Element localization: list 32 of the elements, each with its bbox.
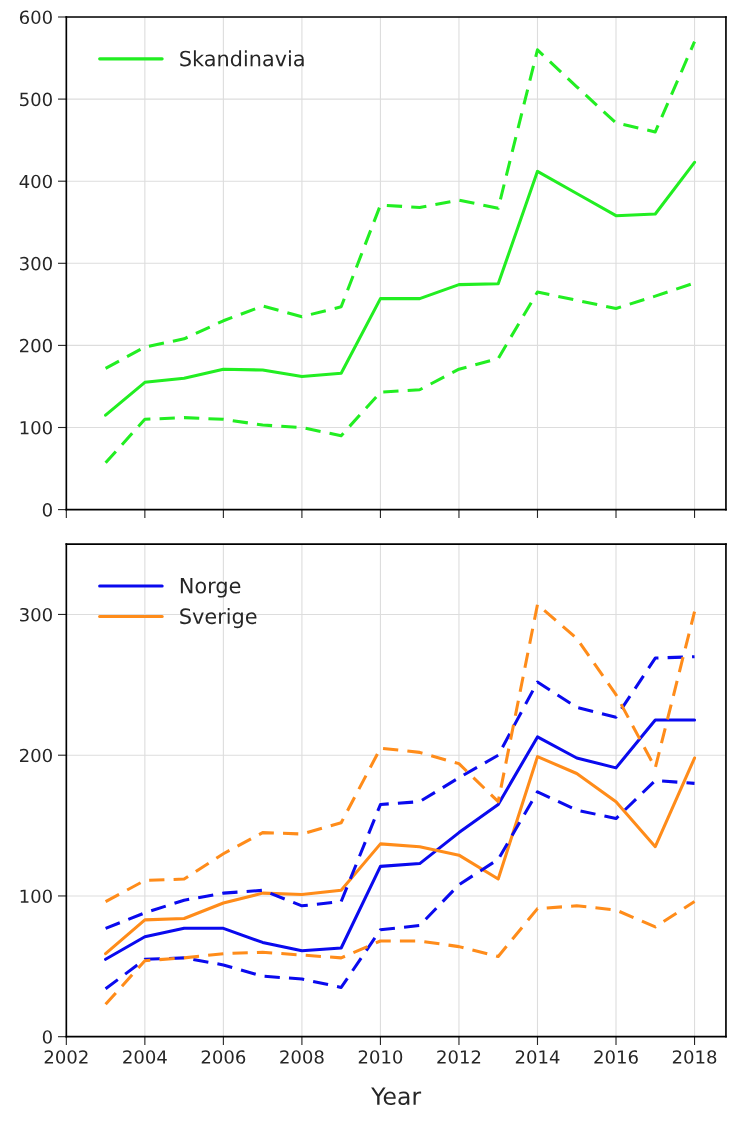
- y-tick-label: 0: [42, 1030, 52, 1044]
- y-tick-label: 300: [20, 607, 52, 622]
- y-tick-label: 100: [20, 420, 52, 435]
- line-series: [104, 779, 697, 991]
- y-tick-label: 500: [20, 92, 52, 107]
- legend-label: Skandinavia: [180, 50, 304, 67]
- x-tick-label: 2010: [358, 1050, 403, 1064]
- line-series: [104, 655, 697, 930]
- legend-label: Norge: [180, 578, 241, 598]
- legend-label: Sverige: [180, 608, 257, 629]
- y-tick-label: 0: [42, 503, 52, 517]
- x-axis-title: Year: [371, 1087, 422, 1106]
- line-series: [104, 755, 697, 956]
- y-tick-label: 300: [20, 256, 52, 271]
- line-series: [104, 603, 697, 904]
- x-tick-label: 2014: [515, 1050, 560, 1064]
- y-tick-label: 400: [19, 174, 52, 189]
- x-tick-label: 2006: [201, 1050, 246, 1064]
- line-series: [104, 160, 697, 417]
- x-tick-label: 2008: [280, 1050, 324, 1064]
- x-tick-label: 2002: [44, 1050, 88, 1064]
- y-tick-label: 200: [20, 338, 52, 353]
- x-tick-label: 2018: [672, 1050, 717, 1064]
- y-tick-label: 600: [19, 10, 52, 25]
- x-tick-label: 2004: [123, 1050, 167, 1064]
- y-tick-label: 200: [20, 748, 52, 763]
- line-series: [104, 40, 697, 370]
- x-tick-label: 2012: [437, 1050, 481, 1064]
- x-tick-label: 2016: [594, 1050, 638, 1064]
- line-series: [104, 718, 697, 961]
- y-tick-label: 100: [20, 889, 52, 904]
- line-series: [104, 900, 697, 1006]
